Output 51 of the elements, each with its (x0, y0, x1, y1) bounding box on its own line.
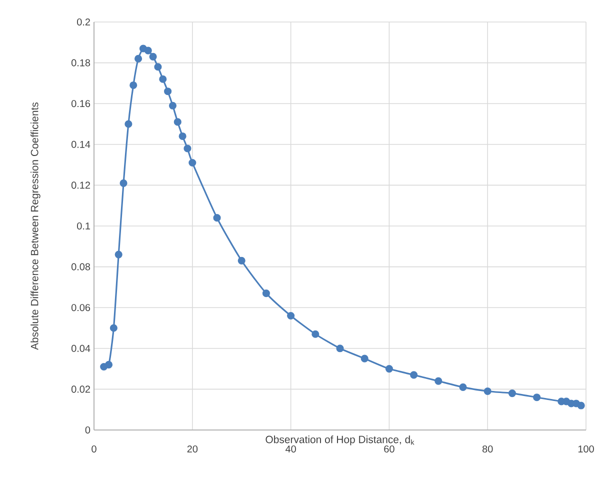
point (213, 214, 221, 222)
x-axis-title: Observation of Hop Distance, d$_{k}$ (266, 436, 414, 446)
point (154, 63, 162, 71)
point (434, 377, 442, 385)
point (410, 371, 418, 379)
y-tick-label: 0 (85, 426, 90, 434)
point (174, 118, 182, 126)
point (164, 88, 172, 96)
point (134, 54, 142, 63)
y-tick-label: 0.08 (71, 263, 90, 270)
y-tick-label: 0.06 (71, 304, 90, 312)
point (144, 46, 152, 54)
y-tick-label: 0.02 (71, 386, 90, 393)
point (188, 158, 196, 167)
point (110, 324, 118, 332)
point (149, 52, 157, 60)
point (287, 312, 295, 320)
point (178, 132, 186, 140)
point (484, 387, 492, 396)
point (238, 256, 246, 264)
point (104, 360, 113, 369)
x-tick-label: 100 (578, 445, 594, 453)
x-tick-label: 0 (92, 445, 96, 453)
y-tick-label: 0.12 (71, 182, 90, 189)
x-tick-label: 80 (482, 445, 493, 453)
point (114, 250, 122, 258)
x-tick-label: 40 (285, 445, 296, 453)
point (336, 344, 344, 352)
point (508, 389, 516, 398)
y-tick-label: 0.18 (71, 59, 90, 66)
point (577, 402, 585, 410)
point (184, 144, 192, 152)
point (312, 330, 320, 338)
y-tick-label: 0.04 (71, 344, 90, 352)
point (459, 383, 467, 391)
y-tick-label: 0.1 (77, 222, 90, 230)
y-tick-label: 0.2 (77, 18, 90, 26)
y-axis-title: Absolute Difference Between Regression Coefficients (30, 102, 40, 350)
point (360, 354, 368, 362)
y-tick-label: 0.14 (71, 140, 90, 148)
point (130, 81, 138, 90)
x-tick-label: 60 (384, 445, 394, 453)
point (533, 394, 541, 402)
point (124, 120, 132, 128)
point (168, 102, 177, 110)
point (262, 290, 270, 298)
point (120, 179, 128, 187)
x-tick-label: 20 (187, 445, 198, 453)
point (385, 365, 393, 373)
point (159, 75, 167, 83)
y-tick-label: 0.16 (71, 100, 90, 108)
